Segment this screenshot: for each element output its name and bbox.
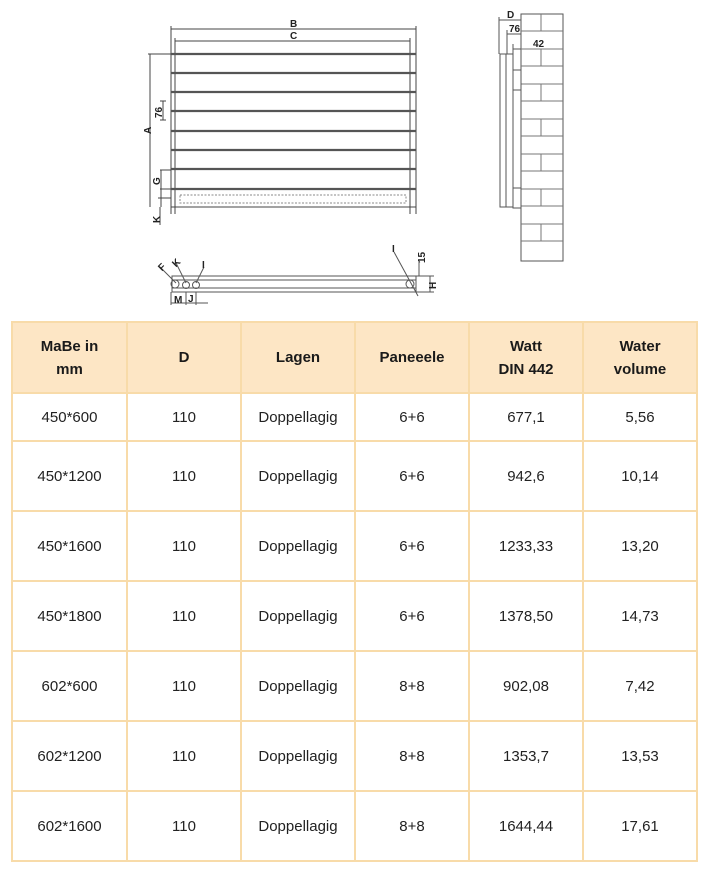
- cell-water-volume: 10,14: [582, 440, 698, 512]
- side-view: [498, 13, 564, 262]
- cell-paneele: 6+6: [354, 392, 470, 442]
- dim-I-left: I: [202, 260, 205, 271]
- dim-K: K: [152, 215, 163, 223]
- cell-water-volume: 17,61: [582, 790, 698, 862]
- cell-dimensions: 450*1800: [11, 580, 128, 652]
- dim-wall: 42: [533, 39, 545, 50]
- cell-watt: 1233,33: [468, 510, 584, 582]
- cell-paneele: 8+8: [354, 650, 470, 722]
- cell-d: 110: [126, 440, 242, 512]
- header-dimensions: MaBe in mm: [11, 321, 128, 394]
- cell-watt: 942,6: [468, 440, 584, 512]
- cell-lagen: Doppellagig: [240, 580, 356, 652]
- dim-B: B: [290, 19, 297, 30]
- cell-dimensions: 450*1200: [11, 440, 128, 512]
- cell-lagen: Doppellagig: [240, 720, 356, 792]
- dim-pitch: 76: [154, 106, 165, 118]
- header-paneele: Paneeele: [354, 321, 470, 394]
- header-water-volume: Water volume: [582, 321, 698, 394]
- dim-F: F: [156, 262, 168, 274]
- dim-C: C: [290, 31, 297, 42]
- table-row: 602*1600 110 Doppellagig 8+8 1644,44 17,61: [11, 790, 698, 862]
- cell-watt: 1378,50: [468, 580, 584, 652]
- table-row: 602*1200 110 Doppellagig 8+8 1353,7 13,53: [11, 720, 698, 792]
- cell-paneele: 8+8: [354, 790, 470, 862]
- dim-J: J: [188, 294, 194, 305]
- header-lagen: Lagen: [240, 321, 356, 394]
- radiator-spec-table: MaBe in mm D Lagen Paneeele Watt DIN 442 Water v…: [11, 321, 698, 862]
- cell-d: 110: [126, 392, 242, 442]
- dim-K-bottom: K: [170, 256, 183, 269]
- cell-lagen: Doppellagig: [240, 650, 356, 722]
- dim-M: M: [174, 295, 182, 306]
- cell-paneele: 6+6: [354, 580, 470, 652]
- cell-dimensions: 450*600: [11, 392, 128, 442]
- cell-dimensions: 602*1600: [11, 790, 128, 862]
- cell-lagen: Doppellagig: [240, 440, 356, 512]
- header-d: D: [126, 321, 242, 394]
- cell-water-volume: 13,20: [582, 510, 698, 582]
- dim-G: G: [152, 177, 163, 185]
- dim-D: D: [507, 10, 514, 21]
- cell-watt: 1353,7: [468, 720, 584, 792]
- dim-H: H: [428, 282, 439, 289]
- cell-d: 110: [126, 510, 242, 582]
- cell-water-volume: 13,53: [582, 720, 698, 792]
- cell-paneele: 6+6: [354, 440, 470, 512]
- cell-d: 110: [126, 720, 242, 792]
- table-row: 450*600 110 Doppellagig 6+6 677,1 5,56: [11, 392, 698, 442]
- cell-watt: 677,1: [468, 392, 584, 442]
- cell-dimensions: 602*1200: [11, 720, 128, 792]
- cell-dimensions: 602*600: [11, 650, 128, 722]
- cell-water-volume: 14,73: [582, 580, 698, 652]
- cell-dimensions: 450*1600: [11, 510, 128, 582]
- table-header-row: MaBe in mm D Lagen Paneeele Watt DIN 442 Water v…: [11, 321, 698, 394]
- dim-offset: 15: [417, 251, 428, 263]
- table-row: 602*600 110 Doppellagig 8+8 902,08 7,42: [11, 650, 698, 722]
- cell-watt: 1644,44: [468, 790, 584, 862]
- dim-I-right: I: [392, 244, 395, 255]
- cell-lagen: Doppellagig: [240, 392, 356, 442]
- cell-watt: 902,08: [468, 650, 584, 722]
- cell-d: 110: [126, 650, 242, 722]
- front-view: [148, 26, 417, 225]
- table-row: 450*1600 110 Doppellagig 6+6 1233,33 13,20: [11, 510, 698, 582]
- cell-water-volume: 7,42: [582, 650, 698, 722]
- cell-paneele: 8+8: [354, 720, 470, 792]
- cell-d: 110: [126, 580, 242, 652]
- cell-lagen: Doppellagig: [240, 510, 356, 582]
- cell-paneele: 6+6: [354, 510, 470, 582]
- table-row: 450*1200 110 Doppellagig 6+6 942,6 10,14: [11, 440, 698, 512]
- cell-lagen: Doppellagig: [240, 790, 356, 862]
- bottom-view: [159, 251, 434, 305]
- header-watt: Watt DIN 442: [468, 321, 584, 394]
- cell-water-volume: 5,56: [582, 392, 698, 442]
- dim-depth: 76: [509, 24, 521, 35]
- cell-d: 110: [126, 790, 242, 862]
- table-row: 450*1800 110 Doppellagig 6+6 1378,50 14,73: [11, 580, 698, 652]
- dim-A: A: [143, 127, 154, 134]
- radiator-technical-drawing: B C A 76 G K D 76 42 F K I: [143, 10, 564, 306]
